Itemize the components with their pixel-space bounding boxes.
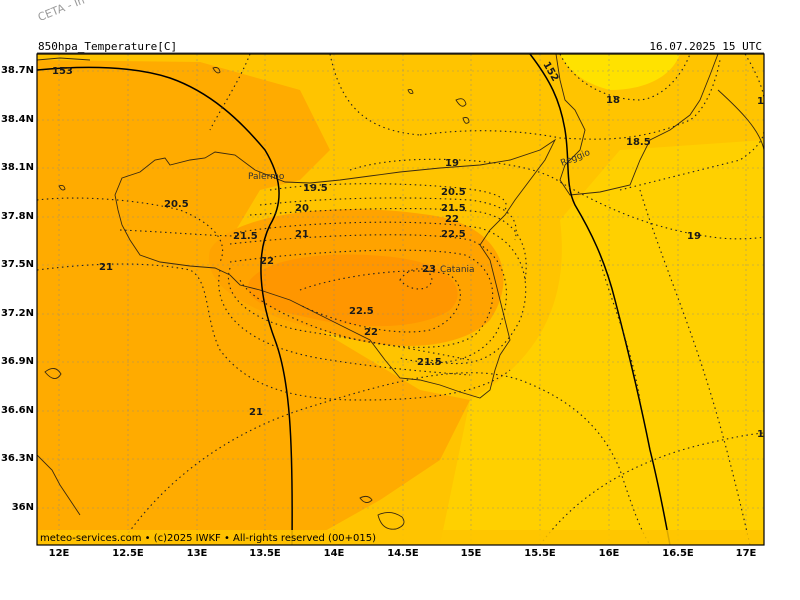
isotherm-19 [349,158,764,240]
lon-tick-label: 13E [186,548,208,559]
isohypse-152 [529,54,671,545]
city-catania: Catania [440,265,475,275]
contour-label-edge-a: 1 [757,96,764,107]
lat-tick-label: 38.4N [0,114,34,125]
contour-label-22-c: 22 [364,327,378,338]
isotherm-18.5-north [329,54,421,136]
contour-label-20.5-a: 20.5 [441,187,466,198]
copyright-footer: meteo-services.com • (c)2025 IWKF • All-… [40,533,377,544]
sardinia-coast [37,57,91,61]
isohypse-153 [37,66,293,545]
graticule [37,54,764,545]
isotherm-far-east [639,189,751,545]
isotherm-21-outer [37,263,511,401]
contour-label-20.5-b: 20.5 [164,199,189,210]
lon-tick-label: 14.5E [387,548,419,559]
lon-tick-label: 15.5E [524,548,556,559]
malta [377,512,405,530]
lat-tick-label: 36.3N [0,453,34,464]
contour-label-21-b: 21 [99,262,113,273]
lat-tick-label: 37.8N [0,211,34,222]
map-frame [36,53,765,546]
isotherm-21-inner [239,221,527,365]
lat-tick-label: 38.1N [0,162,34,173]
sicily-coast [114,138,557,399]
contour-label-22.5-a: 22.5 [441,229,466,240]
geopotential-lines [37,54,671,545]
isotherm-22-outer [227,267,471,361]
isotherm-far-east-2 [599,259,641,401]
coastlines [37,54,764,530]
map-title: 850hpa_Temperature[C] [38,40,178,53]
svg-text:22: 22 [364,327,378,338]
contour-label-19-b: 19 [687,231,701,242]
pantelleria [44,368,62,379]
gozo [359,495,373,503]
valid-time: 16.07.2025 15 UTC [649,40,762,53]
contour-label-21.5-b2: 21.5 [233,231,258,242]
lon-tick-label: 17E [735,548,757,559]
tunisia-coast [37,454,81,516]
contour-labels: 153 152 18 18.5 19 19.5 20 20.5 21 21.5 … [52,60,764,440]
lat-tick-label: 37.2N [0,308,34,319]
isotherm-19.5 [269,183,507,211]
aeolian-2 [462,117,470,124]
lon-tick-label: 16.5E [662,548,694,559]
contour-label-23: 23 [422,264,436,275]
contour-label-21-c: 21 [249,407,263,418]
contour-label-153: 153 [52,66,73,77]
contour-label-edge-b: 1 [757,429,764,440]
lon-tick-label: 16E [598,548,620,559]
coolest-zone [560,54,680,90]
contour-label-21.5-b: 21.5 [417,357,442,368]
lat-tick-label: 38.7N [0,65,34,76]
contour-label-19-a: 19 [445,158,459,169]
isotherm-21.5-west [119,229,241,237]
aeolian-1 [455,98,467,107]
isotherm-22-inner [229,249,494,348]
isotherm-20-east [619,129,764,191]
contour-label-20: 20 [295,203,309,214]
lat-tick-label: 36.9N [0,356,34,367]
contour-label-22-b: 22 [260,256,274,267]
contour-label-21.5-a: 21.5 [441,203,466,214]
contour-label-21-a: 21 [295,229,309,240]
contour-label-22-a: 22 [445,214,459,225]
isotherms [37,54,764,545]
contour-label-18.5: 18.5 [626,137,651,148]
lon-tick-label: 12.5E [112,548,144,559]
isotherm-18.5 [419,59,721,140]
footer-band [37,530,764,545]
hot-core [248,254,458,327]
calabria-coast [555,54,719,196]
lon-tick-label: 14E [323,548,345,559]
contour-label-19.5: 19.5 [303,183,328,194]
mainland-south [717,89,764,151]
isotherm-21-south [119,372,651,545]
aeolian-3 [407,88,414,95]
cool-zone [440,140,764,545]
lon-tick-label: 12E [48,548,70,559]
lat-tick-label: 36.6N [0,405,34,416]
lon-tick-label: 13.5E [249,548,281,559]
egadi [58,184,66,191]
city-palermo: Palermo [248,172,285,182]
lat-tick-label: 36N [11,502,34,513]
contour-label-18: 18 [606,95,620,106]
contour-label-22.5-b: 22.5 [349,306,374,317]
ustica [212,67,221,74]
lon-tick-label: 15E [460,548,482,559]
lat-tick-label: 37.5N [0,259,34,270]
isotherm-22.5 [299,270,461,333]
isotherm-20.5 [37,197,224,263]
